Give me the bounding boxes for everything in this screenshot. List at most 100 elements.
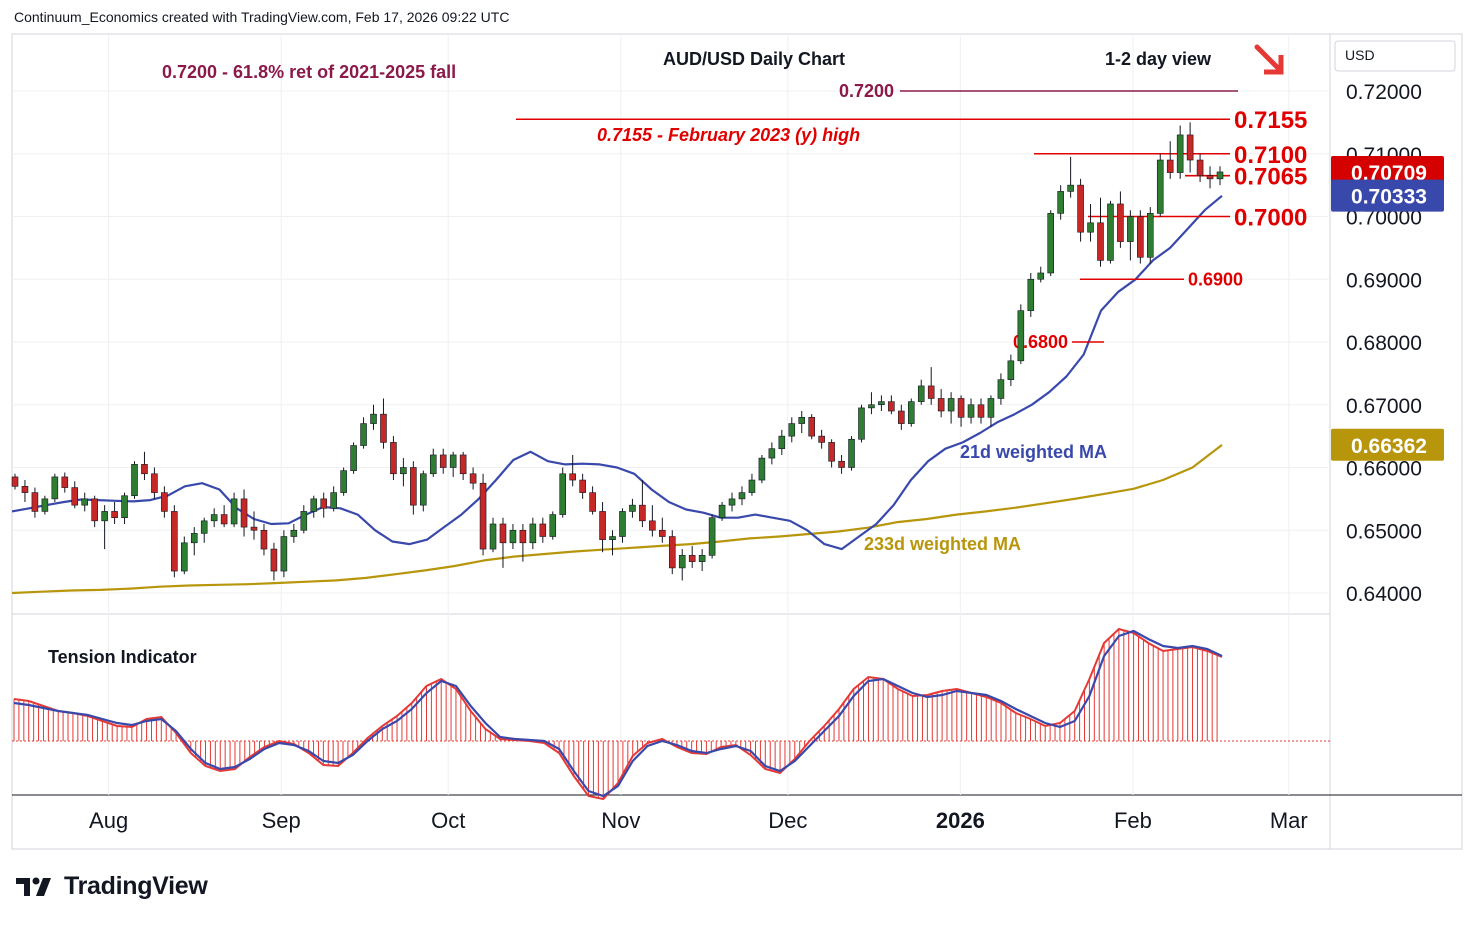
ma233-price-tag: 0.66362: [1351, 435, 1427, 458]
level-label: 0.6900: [1188, 269, 1243, 289]
candle: [888, 395, 895, 415]
candle-body: [260, 529, 268, 550]
candle-body: [161, 492, 168, 512]
candle-body: [300, 511, 308, 531]
candle-body: [1186, 134, 1194, 161]
candle: [688, 545, 696, 568]
level-label: 0.6800: [1013, 332, 1068, 352]
candle-body: [828, 442, 835, 462]
ma233-line-layer: [11, 444, 1223, 595]
candle: [659, 517, 666, 543]
candle-body: [1017, 310, 1025, 362]
candle-body: [579, 479, 586, 493]
price-tick-label: 0.69000: [1346, 269, 1422, 292]
time-tick-label: 2026: [936, 808, 985, 833]
time-axis[interactable]: Aug Sep Oct Nov Dec 2026 Feb Mar: [89, 808, 1308, 833]
candle: [300, 505, 308, 534]
candle-body: [1166, 159, 1174, 173]
candle-body: [917, 385, 925, 402]
candle: [320, 492, 328, 518]
candle: [748, 473, 756, 496]
candle: [1107, 200, 1114, 264]
candle: [61, 472, 69, 493]
candle-body: [370, 413, 377, 424]
candlestick-series[interactable]: [11, 122, 1224, 581]
candle: [868, 392, 875, 415]
candle-body: [768, 448, 776, 459]
level-label: 0.7155: [1234, 107, 1307, 134]
candle-body: [1206, 175, 1214, 180]
candle-body: [81, 498, 88, 506]
candle: [1117, 191, 1124, 248]
candle-body: [798, 416, 806, 424]
candle-body: [151, 473, 158, 493]
candle-body: [629, 504, 636, 512]
candle: [190, 527, 198, 556]
candle: [141, 451, 148, 481]
currency-label: USD: [1345, 47, 1375, 63]
price-tick-label: 0.64000: [1346, 583, 1422, 606]
main-pane-border: [11, 33, 1463, 850]
price-tick-label: 0.65000: [1346, 520, 1422, 543]
candle-body: [101, 511, 108, 522]
candle-body: [688, 555, 696, 562]
candle: [240, 489, 248, 537]
candle-body: [499, 523, 507, 544]
candle-body: [559, 473, 567, 515]
candle-body: [31, 492, 39, 512]
candle: [1027, 272, 1035, 317]
candle: [230, 492, 238, 528]
candle-body: [529, 523, 537, 544]
candle-body: [1137, 216, 1144, 258]
candle-body: [609, 536, 616, 540]
candle-body: [858, 407, 865, 440]
candle-body: [91, 498, 98, 522]
tension-histogram-outline: [13, 627, 1223, 801]
candle-body: [738, 492, 746, 500]
candle: [41, 495, 49, 515]
level-label: 0.7000: [1234, 205, 1307, 232]
level-label: 0.7065: [1234, 164, 1307, 191]
candle: [509, 523, 517, 550]
candle-body: [429, 454, 437, 475]
price-axis[interactable]: 0.720000.710000.700000.690000.680000.670…: [1331, 40, 1456, 606]
candle: [818, 429, 825, 449]
candle: [1127, 210, 1134, 261]
candle-body: [230, 498, 238, 525]
candle: [469, 467, 477, 490]
candle: [420, 470, 427, 512]
candle: [1047, 210, 1054, 277]
view-label: 1-2 day view: [1105, 49, 1212, 69]
candle-body: [1176, 134, 1184, 173]
candle-body: [360, 423, 367, 446]
candle-body: [1027, 278, 1035, 311]
candle-body: [1196, 159, 1204, 177]
tension-indicator-label: Tension Indicator: [48, 647, 197, 667]
candle: [579, 473, 586, 499]
time-tick-label: Mar: [1270, 808, 1308, 833]
candle: [838, 454, 845, 474]
candle: [1007, 354, 1015, 386]
candle: [449, 451, 457, 477]
candle: [410, 461, 417, 515]
candle: [898, 404, 905, 430]
candle-body: [549, 514, 557, 537]
candle: [439, 448, 447, 474]
candle-body: [410, 467, 417, 506]
price-tick-label: 0.68000: [1346, 332, 1422, 355]
candle: [798, 411, 806, 433]
ma21-line-layer: [11, 194, 1223, 551]
candle: [758, 454, 766, 484]
feb2023-high-annotation: 0.7155 - February 2023 (y) high: [597, 125, 860, 145]
candle-body: [997, 379, 1005, 399]
candle-body: [459, 454, 467, 475]
currency-selector[interactable]: [1334, 40, 1456, 72]
tradingview-logo[interactable]: TradingView: [16, 872, 208, 901]
candle-body: [539, 523, 547, 537]
candle-body: [61, 476, 69, 488]
candle-body: [708, 517, 716, 556]
candle-body: [868, 404, 875, 409]
ma21-price-tag: 0.70333: [1351, 186, 1427, 209]
candle-body: [569, 473, 576, 481]
